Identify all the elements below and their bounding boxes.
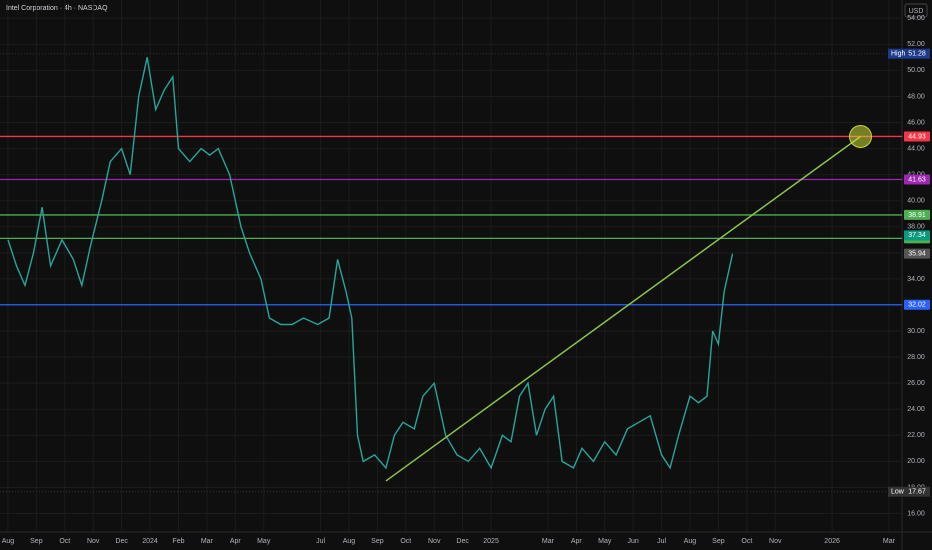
- x-tick-label: Oct: [400, 538, 411, 545]
- y-tick-label: 38.00: [907, 224, 925, 231]
- x-tick-label: Apr: [571, 538, 583, 545]
- x-tick-label: Jul: [657, 538, 666, 545]
- x-tick-label: Mar: [201, 538, 214, 545]
- y-tick-label: 34.00: [907, 276, 925, 283]
- y-tick-label: 40.00: [907, 198, 925, 205]
- y-tick-label: 48.00: [907, 93, 925, 100]
- y-tick-label: 52.00: [907, 41, 925, 48]
- high-value: 51.28: [908, 51, 926, 58]
- y-tick-label: 44.00: [907, 145, 925, 152]
- currency-button[interactable]: [904, 3, 928, 18]
- level-label: 32.02: [908, 302, 926, 309]
- x-tick-label: Nov: [769, 538, 782, 545]
- x-tick-label: Dec: [115, 538, 128, 545]
- y-tick-label: 24.00: [907, 406, 925, 413]
- x-tick-label: Feb: [172, 538, 184, 545]
- level-label-bg: [904, 299, 930, 310]
- x-tick-label: 2025: [483, 538, 499, 545]
- x-tick-label: Aug: [684, 538, 697, 545]
- low-value: 17.67: [908, 489, 926, 496]
- x-tick-label: Oct: [741, 538, 752, 545]
- chart-title: Intel Corporation · 4h · NASDAQ: [6, 5, 108, 12]
- x-tick-label: Jun: [628, 538, 639, 545]
- x-tick-label: Sep: [712, 538, 725, 545]
- level-label-bg: [904, 131, 930, 142]
- price-tag-bg: [904, 230, 930, 241]
- y-tick-label: 16.00: [907, 510, 925, 517]
- level-label: 38.91: [908, 212, 926, 219]
- low-label: Low: [891, 489, 905, 496]
- y-tick-label: 20.00: [907, 458, 925, 465]
- x-tick-label: Nov: [428, 538, 441, 545]
- x-tick-label: May: [257, 538, 271, 545]
- x-tick-label: Oct: [59, 538, 70, 545]
- x-tick-label: Sep: [371, 538, 384, 545]
- x-tick-label: Aug: [2, 538, 15, 545]
- x-tick-label: Mar: [542, 538, 555, 545]
- trend-line: [385, 135, 861, 482]
- y-tick-label: 22.00: [907, 432, 925, 439]
- x-tick-label: May: [598, 538, 612, 545]
- currency[interactable]: USD: [909, 8, 924, 15]
- x-tick-label: Dec: [456, 538, 469, 545]
- x-tick-label: 2024: [142, 538, 158, 545]
- price-tag: 37.34: [908, 232, 926, 239]
- x-tick-label: Apr: [230, 538, 242, 545]
- high-bg: [888, 48, 930, 59]
- price-tag: 35.94: [908, 250, 926, 257]
- price-line: [7, 57, 734, 470]
- y-tick-label: 26.00: [907, 380, 925, 387]
- level-label: 44.93: [908, 133, 926, 140]
- x-tick-label: Mar: [883, 538, 896, 545]
- target-marker: [849, 124, 873, 148]
- high-label: High: [891, 51, 906, 58]
- y-tick-label: 30.00: [907, 328, 925, 335]
- y-tick-label: 46.00: [907, 119, 925, 126]
- level-label-bg: [904, 174, 930, 185]
- y-tick-label: 50.00: [907, 67, 925, 74]
- y-tick-label: 28.00: [907, 354, 925, 361]
- x-tick-label: Jul: [316, 538, 325, 545]
- price-tag-bg: [904, 248, 930, 259]
- x-tick-label: Sep: [30, 538, 43, 545]
- level-label: 41.63: [908, 176, 926, 183]
- level-label-bg: [904, 209, 930, 220]
- y-tick-label: 54.00: [907, 15, 925, 22]
- x-tick-label: Aug: [343, 538, 356, 545]
- x-tick-label: Nov: [87, 538, 100, 545]
- low-bg: [888, 486, 930, 497]
- x-tick-label: 2026: [824, 538, 840, 545]
